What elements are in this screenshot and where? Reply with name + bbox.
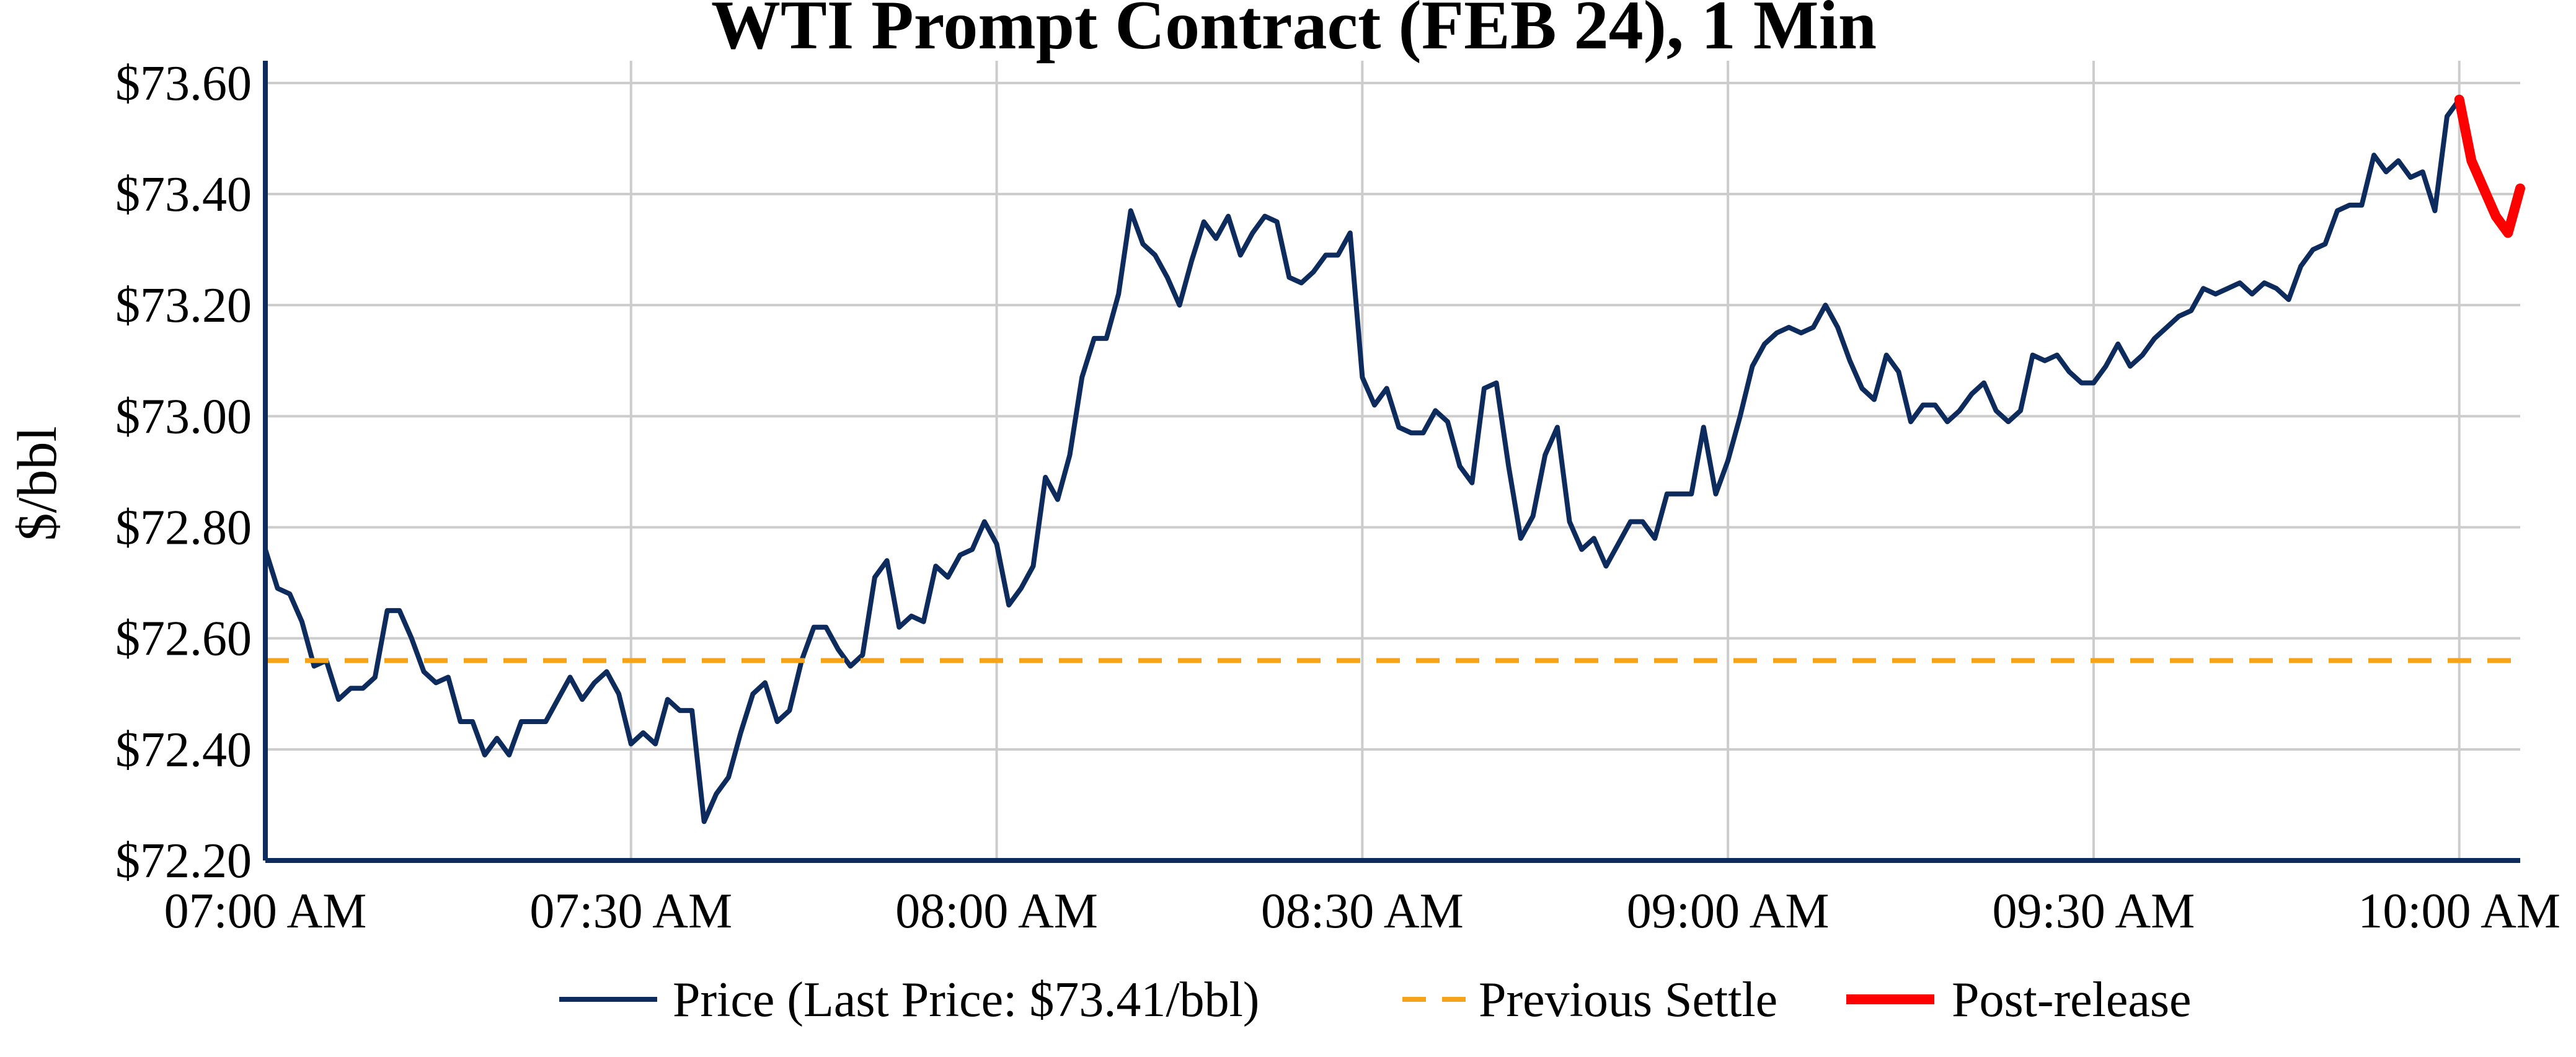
plot-area: [263, 94, 2525, 825]
x-tick-label: 07:00 AM: [164, 884, 367, 939]
legend-post-release-label: Post-release: [1952, 973, 2192, 1027]
legend-price-label: Price (Last Price: $73.41/bbl): [673, 973, 1259, 1027]
grid-lines: [264, 61, 2520, 862]
y-tick-label: $72.80: [115, 501, 252, 555]
price-series-line: [263, 97, 2462, 825]
tick-labels: $72.20 $72.40 $72.60 $72.80 $73.00 $73.20 $73.…: [115, 56, 2561, 939]
x-tick-label: 07:30 AM: [529, 884, 732, 939]
x-tick-label: 08:30 AM: [1261, 884, 1464, 939]
y-tick-label: $73.20: [115, 278, 252, 333]
y-tick-label: $72.60: [115, 612, 252, 666]
legend-settle-label: Previous Settle: [1479, 973, 1777, 1027]
y-tick-label: $73.00: [115, 389, 252, 444]
y-tick-label: $72.40: [115, 723, 252, 777]
axes: [263, 61, 2520, 863]
y-tick-label: $73.60: [115, 56, 252, 111]
y-tick-label: $72.20: [115, 834, 252, 888]
x-tick-label: 08:00 AM: [895, 884, 1098, 939]
chart-title: WTI Prompt Contract (FEB 24), 1 Min: [711, 0, 1877, 64]
x-tick-label: 10:00 AM: [2358, 884, 2561, 939]
post-release-line: [2454, 94, 2525, 238]
chart-legend: Price (Last Price: $73.41/bbl) Previous S…: [559, 973, 2192, 1027]
x-tick-label: 09:30 AM: [1993, 884, 2195, 939]
y-tick-label: $73.40: [115, 167, 252, 222]
y-axis-label: $/bbl: [7, 426, 68, 541]
x-tick-label: 09:00 AM: [1627, 884, 1830, 939]
